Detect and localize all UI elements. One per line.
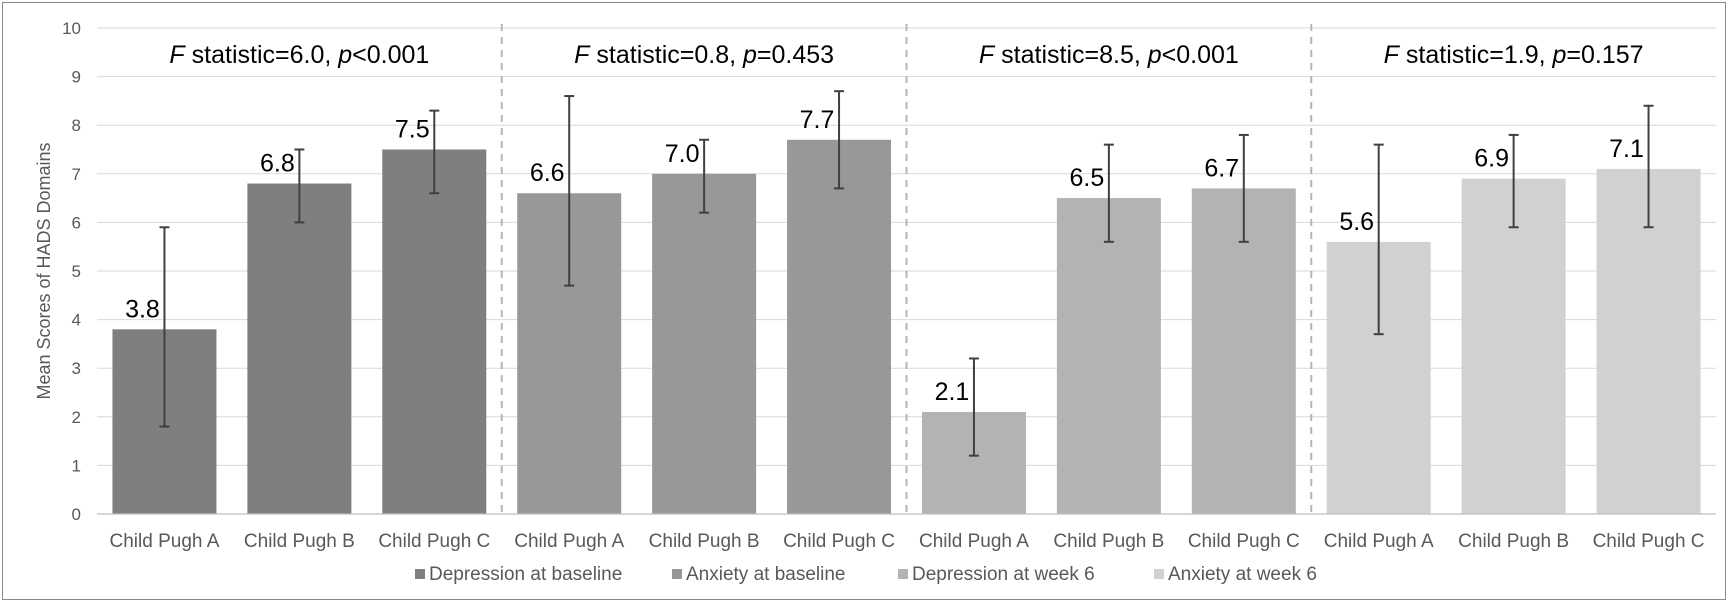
x-tick-label: Child Pugh C [1593, 531, 1705, 552]
statistic-annotations: F statistic=6.0, p<0.001 F statistic=0.8,… [169, 41, 1643, 69]
p-value: =0.453 [757, 41, 834, 69]
x-tick-label: Child Pugh A [919, 531, 1029, 552]
y-axis-label: Mean Scores of HADS Domains [34, 142, 54, 399]
bar [1461, 178, 1566, 514]
f-statistic-annotation: F statistic=1.9, p=0.157 [1384, 41, 1644, 69]
y-tick-label: 10 [62, 19, 81, 38]
value-label: 6.8 [260, 150, 295, 178]
f-value: statistic=1.9, [1399, 41, 1553, 69]
panel-separators [500, 24, 1313, 514]
value-labels: 3.8 6.8 7.5 6.6 7.0 7.7 2.1 6.5 6.7 5.6 6.9 7.1 [125, 106, 1644, 406]
y-tick-label: 0 [72, 505, 81, 524]
legend-label: Depression at week 6 [912, 564, 1095, 585]
legend-swatch [1154, 569, 1164, 579]
y-tick-label: 7 [72, 165, 81, 184]
legend-label: Anxiety at week 6 [1168, 564, 1317, 585]
f-value: statistic=0.8, [589, 41, 743, 69]
value-label: 7.1 [1609, 135, 1644, 163]
bar [652, 173, 757, 515]
legend-swatch [415, 569, 425, 579]
legend-swatch [898, 569, 908, 579]
x-tick-label: Child Pugh A [514, 531, 624, 552]
y-tick-label: 1 [72, 456, 81, 475]
legend-label: Depression at baseline [429, 564, 622, 585]
value-label: 7.5 [395, 116, 430, 144]
value-label: 6.5 [1069, 164, 1104, 192]
x-tick-label: Child Pugh A [1324, 531, 1434, 552]
bar [787, 139, 892, 514]
f-symbol: F [979, 41, 996, 69]
y-tick-label: 8 [72, 116, 81, 135]
value-label: 6.7 [1204, 154, 1239, 182]
f-value: statistic=6.0, [185, 41, 339, 69]
value-label: 7.7 [800, 106, 835, 134]
value-label: 3.8 [125, 295, 160, 323]
y-tick-label: 3 [72, 359, 81, 378]
p-symbol: p [1147, 41, 1162, 69]
y-tick-label: 2 [72, 408, 81, 427]
x-tick-label: Child Pugh B [1053, 531, 1164, 552]
value-label: 5.6 [1339, 208, 1374, 236]
value-label: 6.6 [530, 159, 565, 187]
x-tick-label: Child Pugh B [649, 531, 760, 552]
f-statistic-annotation: F statistic=0.8, p=0.453 [574, 41, 834, 69]
bar [1056, 198, 1161, 514]
bar [382, 149, 487, 514]
y-tick-label: 6 [72, 213, 81, 232]
value-label: 2.1 [935, 378, 970, 406]
y-tick-label: 5 [72, 262, 81, 281]
f-symbol: F [574, 41, 591, 69]
error-bars [159, 90, 1654, 457]
f-statistic-annotation: F statistic=6.0, p<0.001 [169, 41, 429, 69]
p-symbol: p [1552, 41, 1567, 69]
value-label: 7.0 [665, 140, 700, 168]
f-statistic-annotation: F statistic=8.5, p<0.001 [979, 41, 1239, 69]
x-tick-label: Child Pugh A [110, 531, 220, 552]
value-label: 6.9 [1474, 145, 1509, 173]
f-value: statistic=8.5, [994, 41, 1148, 69]
x-tick-label: Child Pugh C [378, 531, 490, 552]
p-value: <0.001 [352, 41, 429, 69]
y-tick-label: 4 [72, 311, 81, 330]
x-tick-label: Child Pugh B [1458, 531, 1569, 552]
f-symbol: F [1384, 41, 1401, 69]
x-tick-label: Child Pugh B [244, 531, 355, 552]
axes: 0 1 2 3 4 5 6 7 8 9 10 Child Pugh A Child Pugh B Chil… [62, 19, 1716, 552]
x-tick-label: Child Pugh C [783, 531, 895, 552]
p-symbol: p [742, 41, 757, 69]
p-value: =0.157 [1566, 41, 1643, 69]
bar [247, 183, 352, 514]
legend-label: Anxiety at baseline [686, 564, 846, 585]
x-tick-label: Child Pugh C [1188, 531, 1300, 552]
legend-swatch [672, 569, 682, 579]
p-symbol: p [337, 41, 352, 69]
y-tick-label: 9 [72, 68, 81, 87]
f-symbol: F [169, 41, 186, 69]
p-value: <0.001 [1162, 41, 1239, 69]
legend: Depression at baseline Anxiety at baselin… [415, 564, 1317, 585]
